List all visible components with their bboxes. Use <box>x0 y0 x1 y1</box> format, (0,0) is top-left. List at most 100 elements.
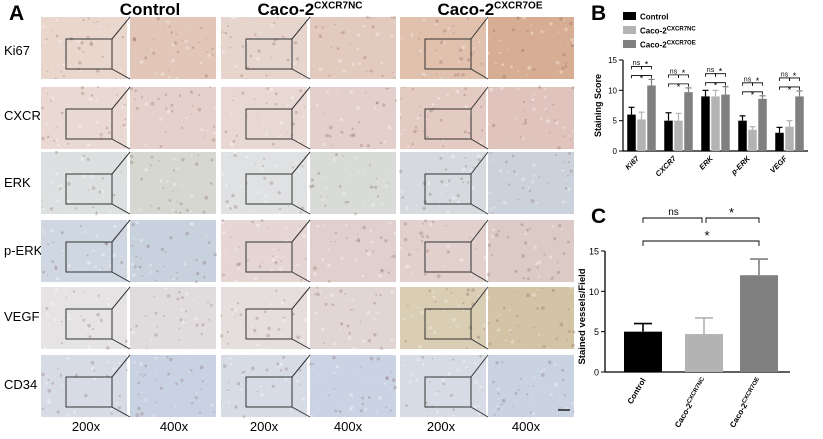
tile-texture-dot <box>445 210 449 214</box>
tile-texture-dot <box>132 36 137 41</box>
tile-texture-dot <box>176 51 179 54</box>
tile-texture-dot <box>333 388 336 390</box>
tile-texture-dot <box>350 308 352 311</box>
tile-texture-dot <box>150 338 153 340</box>
tile-texture-dot <box>510 103 512 105</box>
tile-texture-dot <box>330 46 333 48</box>
tile-texture-dot <box>199 61 203 65</box>
significance-bracket <box>642 240 760 246</box>
tile-texture-dot <box>421 356 425 359</box>
tile-background <box>488 220 574 282</box>
tile-texture-dot <box>135 220 139 225</box>
tile-texture-dot <box>563 161 566 163</box>
tile-texture-dot <box>425 157 427 159</box>
tile-texture-dot <box>538 344 540 346</box>
tile-texture-dot <box>48 400 52 405</box>
tile-texture-dot <box>392 71 395 74</box>
tile-texture-dot <box>366 310 370 315</box>
tile-texture-dot <box>469 168 473 172</box>
tile-texture-dot <box>405 404 408 407</box>
tile-texture-dot <box>340 130 344 134</box>
tile-texture-dot <box>96 20 99 23</box>
tile-texture-dot <box>536 201 539 204</box>
tile-texture-dot <box>564 65 568 68</box>
tile-texture-dot <box>439 60 443 64</box>
tile-texture-dot <box>567 240 570 244</box>
tile-texture-dot <box>263 176 267 180</box>
legend-swatch <box>623 12 636 20</box>
tile-texture-dot <box>184 39 188 43</box>
tile-texture-dot <box>369 185 373 189</box>
tile-texture-dot <box>318 119 320 121</box>
tile-texture-dot <box>179 318 183 322</box>
tile-texture-dot <box>303 318 308 322</box>
tile-texture-dot <box>47 275 49 277</box>
tile-texture-dot <box>526 30 529 33</box>
tile-background <box>488 17 574 79</box>
tile-texture-dot <box>239 324 242 326</box>
tile-texture-dot <box>461 167 466 172</box>
tile-texture-dot <box>62 75 65 78</box>
tile-texture-dot <box>349 43 352 46</box>
tile-texture-dot <box>442 41 446 45</box>
tile-texture-dot <box>54 18 57 20</box>
tile-texture-dot <box>54 150 59 154</box>
tile-texture-dot <box>141 391 144 394</box>
tile-texture-dot <box>134 89 137 92</box>
tile-texture-dot <box>96 69 100 73</box>
tile-texture-dot <box>361 339 366 344</box>
tile-texture-dot <box>420 239 424 243</box>
tile-texture-dot <box>294 110 298 114</box>
tile-texture-dot <box>79 69 82 73</box>
tile-texture-dot <box>497 387 500 391</box>
tile-texture-dot <box>546 119 551 123</box>
tile-texture-dot <box>384 239 388 243</box>
tile-texture-dot <box>253 328 257 333</box>
tile-texture-dot <box>426 182 430 186</box>
significance-bracket <box>715 73 726 77</box>
tile-texture-dot <box>375 177 378 180</box>
tile-texture-dot <box>453 410 455 412</box>
tile-texture-dot <box>379 293 382 297</box>
tile-texture-dot <box>401 190 404 194</box>
zoom-line <box>111 406 131 418</box>
tile-texture-dot <box>185 25 188 28</box>
tile-texture-dot <box>511 28 515 32</box>
tile-texture-dot <box>474 380 479 385</box>
star-label: * <box>756 76 760 86</box>
bar <box>721 94 730 151</box>
tile-texture-dot <box>478 40 481 44</box>
tile-texture-dot <box>528 189 532 192</box>
tile-texture-dot <box>131 116 134 118</box>
tile-texture-dot <box>339 117 343 122</box>
tile-texture-dot <box>205 234 208 237</box>
y-axis-label: Stained vessels/Field <box>577 268 588 364</box>
tile-texture-dot <box>443 29 447 33</box>
tile-texture-dot <box>194 280 198 284</box>
inset-box <box>424 308 472 340</box>
tile-texture-dot <box>232 99 235 101</box>
tile-texture-dot <box>278 267 283 271</box>
tile-texture-dot <box>329 125 333 130</box>
tile-texture-dot <box>519 136 522 139</box>
tile-texture-dot <box>78 61 82 65</box>
inset-box <box>424 241 472 273</box>
tile-texture-dot <box>88 346 92 350</box>
tile-texture-dot <box>446 250 450 254</box>
tile-texture-dot <box>197 154 199 156</box>
zoom-line <box>111 151 131 175</box>
tile-texture-dot <box>140 61 142 63</box>
zoom-line <box>470 338 489 350</box>
tile-texture-dot <box>480 62 483 65</box>
tile-texture-dot <box>95 99 99 103</box>
zoom-line <box>111 16 131 40</box>
tile-texture-dot <box>222 230 226 235</box>
significance-bracket <box>779 86 800 90</box>
tile-texture-dot <box>67 182 71 186</box>
tile-texture-dot <box>101 227 104 229</box>
tile-texture-dot <box>166 294 171 298</box>
tile-texture-dot <box>226 330 229 334</box>
tile-texture-dot <box>357 240 360 243</box>
tile-texture-dot <box>192 298 195 301</box>
tile-texture-dot <box>496 328 501 332</box>
